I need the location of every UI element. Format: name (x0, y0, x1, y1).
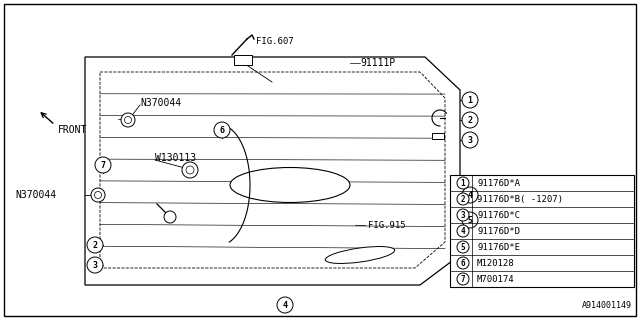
Circle shape (164, 211, 176, 223)
Text: W130113: W130113 (155, 153, 196, 163)
Circle shape (457, 241, 469, 253)
Circle shape (462, 212, 478, 228)
Text: A914001149: A914001149 (582, 301, 632, 310)
Circle shape (87, 237, 103, 253)
Text: M120128: M120128 (477, 259, 515, 268)
Circle shape (91, 188, 105, 202)
Text: 1: 1 (461, 179, 465, 188)
Circle shape (457, 273, 469, 285)
Circle shape (182, 162, 198, 178)
Text: FIG.607: FIG.607 (256, 36, 294, 45)
Text: 6: 6 (461, 259, 465, 268)
Text: 2: 2 (467, 116, 472, 124)
Text: FRONT: FRONT (58, 125, 88, 135)
Circle shape (462, 112, 478, 128)
Text: 2: 2 (93, 241, 97, 250)
Text: 5: 5 (467, 215, 472, 225)
Text: 91176D*B( -1207): 91176D*B( -1207) (477, 195, 563, 204)
Text: 4: 4 (467, 190, 472, 199)
Circle shape (462, 92, 478, 108)
Text: 91176D*C: 91176D*C (477, 211, 520, 220)
Circle shape (95, 191, 102, 198)
Text: 2: 2 (461, 195, 465, 204)
Text: N370044: N370044 (140, 98, 181, 108)
Text: 1: 1 (467, 95, 472, 105)
Bar (450, 175, 634, 287)
Text: N370044: N370044 (15, 190, 56, 200)
Circle shape (186, 166, 194, 174)
Circle shape (277, 297, 293, 313)
Circle shape (457, 257, 469, 269)
Ellipse shape (230, 167, 350, 203)
Circle shape (462, 187, 478, 203)
Ellipse shape (325, 246, 395, 263)
Circle shape (457, 177, 469, 189)
Text: 4: 4 (282, 300, 287, 309)
Text: 91111P: 91111P (360, 58, 396, 68)
Text: 91176D*E: 91176D*E (477, 243, 520, 252)
Text: 7: 7 (461, 275, 465, 284)
Circle shape (121, 113, 135, 127)
Text: 3: 3 (93, 260, 97, 269)
Text: 5: 5 (461, 243, 465, 252)
Circle shape (125, 116, 131, 124)
Text: 3: 3 (461, 211, 465, 220)
Bar (234, 55, 252, 65)
Circle shape (95, 157, 111, 173)
Text: 4: 4 (461, 227, 465, 236)
Text: 3: 3 (467, 135, 472, 145)
Text: 6: 6 (220, 125, 225, 134)
Text: FIG.915: FIG.915 (368, 220, 406, 229)
Circle shape (457, 193, 469, 205)
Circle shape (462, 132, 478, 148)
Bar (432, 133, 444, 139)
Circle shape (87, 257, 103, 273)
Circle shape (457, 209, 469, 221)
Circle shape (457, 225, 469, 237)
Text: M700174: M700174 (477, 275, 515, 284)
Polygon shape (85, 57, 460, 285)
Text: 91176D*A: 91176D*A (477, 179, 520, 188)
Text: 7: 7 (100, 161, 106, 170)
Circle shape (214, 122, 230, 138)
Text: 91176D*D: 91176D*D (477, 227, 520, 236)
